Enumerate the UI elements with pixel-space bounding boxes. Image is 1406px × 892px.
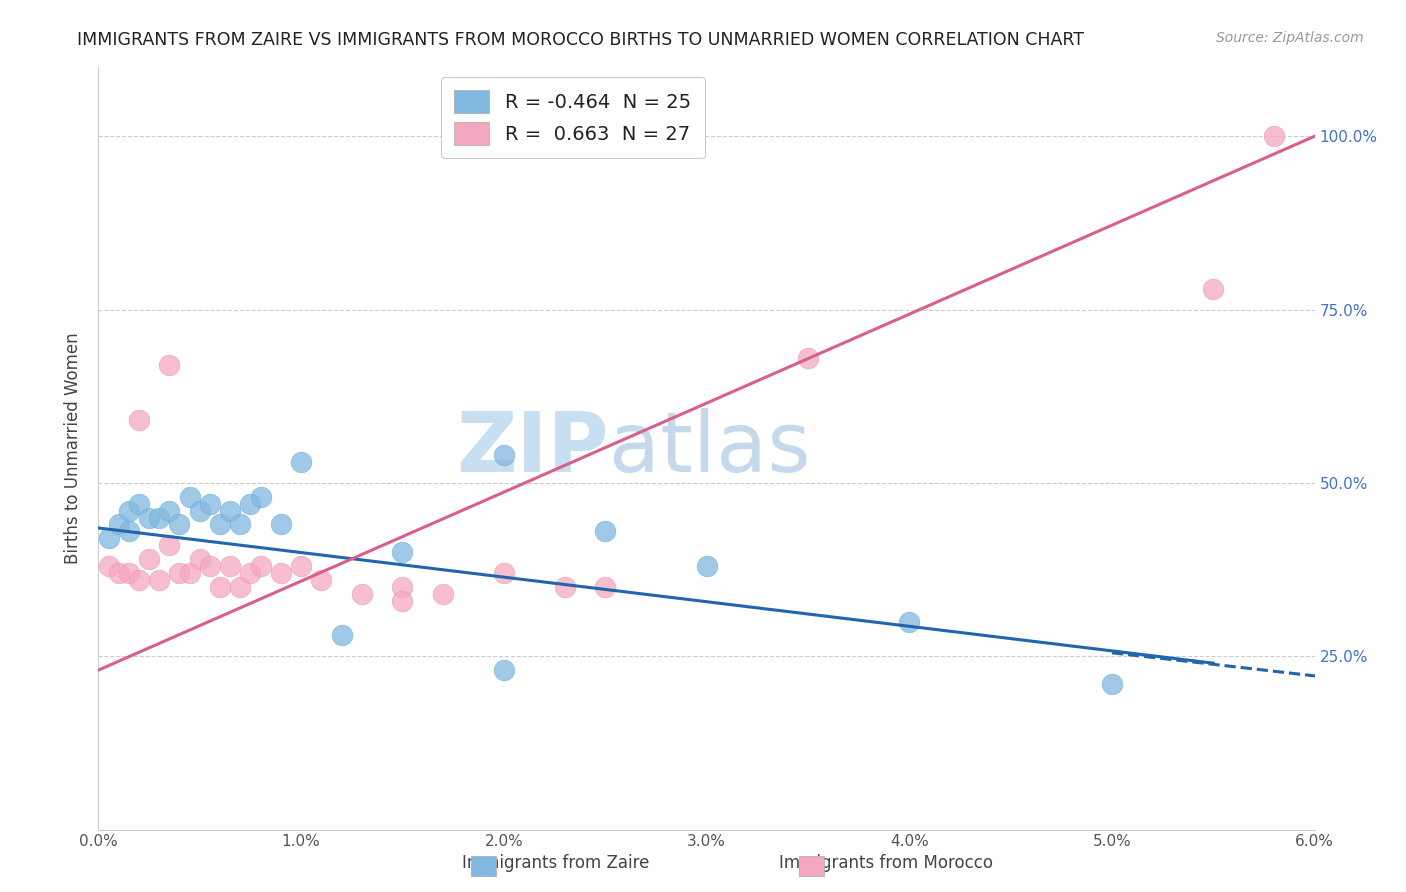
Point xyxy=(138,510,160,524)
Point xyxy=(330,628,353,642)
Point xyxy=(148,573,170,587)
Point xyxy=(239,566,262,580)
Point xyxy=(118,503,141,517)
Point xyxy=(432,587,454,601)
Text: Source: ZipAtlas.com: Source: ZipAtlas.com xyxy=(1216,31,1364,45)
Point xyxy=(492,663,515,677)
Point xyxy=(1101,677,1123,691)
Point xyxy=(97,559,120,574)
Text: IMMIGRANTS FROM ZAIRE VS IMMIGRANTS FROM MOROCCO BIRTHS TO UNMARRIED WOMEN CORRE: IMMIGRANTS FROM ZAIRE VS IMMIGRANTS FROM… xyxy=(77,31,1084,49)
Point xyxy=(391,580,413,594)
Point xyxy=(107,517,129,532)
Point xyxy=(179,490,201,504)
Point xyxy=(898,615,921,629)
Point xyxy=(593,524,616,539)
Point xyxy=(391,545,413,559)
Point xyxy=(169,566,191,580)
Point xyxy=(270,566,292,580)
Point xyxy=(208,580,231,594)
Point xyxy=(593,580,616,594)
Point xyxy=(229,517,252,532)
Point xyxy=(249,559,271,574)
Point xyxy=(554,580,576,594)
Point xyxy=(208,517,231,532)
Point xyxy=(290,455,312,469)
Point xyxy=(128,573,150,587)
Point xyxy=(157,538,180,552)
Point xyxy=(128,497,150,511)
Point xyxy=(157,358,180,372)
Point xyxy=(219,503,242,517)
Text: atlas: atlas xyxy=(609,408,811,489)
Point xyxy=(179,566,201,580)
Point xyxy=(492,566,515,580)
Point xyxy=(97,532,120,546)
Point xyxy=(118,524,141,539)
Text: Immigrants from Zaire: Immigrants from Zaire xyxy=(461,855,650,872)
Point xyxy=(239,497,262,511)
Point xyxy=(249,490,271,504)
Point xyxy=(290,559,312,574)
Point xyxy=(128,413,150,427)
Point xyxy=(118,566,141,580)
Point xyxy=(229,580,252,594)
Point xyxy=(157,503,180,517)
Point xyxy=(169,517,191,532)
Point xyxy=(1202,282,1225,296)
Point xyxy=(311,573,333,587)
Point xyxy=(391,594,413,608)
Point xyxy=(188,552,211,566)
Point xyxy=(138,552,160,566)
Point xyxy=(219,559,242,574)
Text: ZIP: ZIP xyxy=(457,408,609,489)
Point xyxy=(797,351,820,365)
Y-axis label: Births to Unmarried Women: Births to Unmarried Women xyxy=(65,333,83,564)
Point xyxy=(188,503,211,517)
Point xyxy=(696,559,718,574)
Point xyxy=(107,566,129,580)
Point xyxy=(148,510,170,524)
Point xyxy=(270,517,292,532)
Text: Immigrants from Morocco: Immigrants from Morocco xyxy=(779,855,993,872)
Point xyxy=(492,448,515,462)
Point xyxy=(198,497,221,511)
Legend: R = -0.464  N = 25, R =  0.663  N = 27: R = -0.464 N = 25, R = 0.663 N = 27 xyxy=(441,77,704,159)
Point xyxy=(350,587,373,601)
Point xyxy=(198,559,221,574)
Point xyxy=(1263,129,1285,144)
